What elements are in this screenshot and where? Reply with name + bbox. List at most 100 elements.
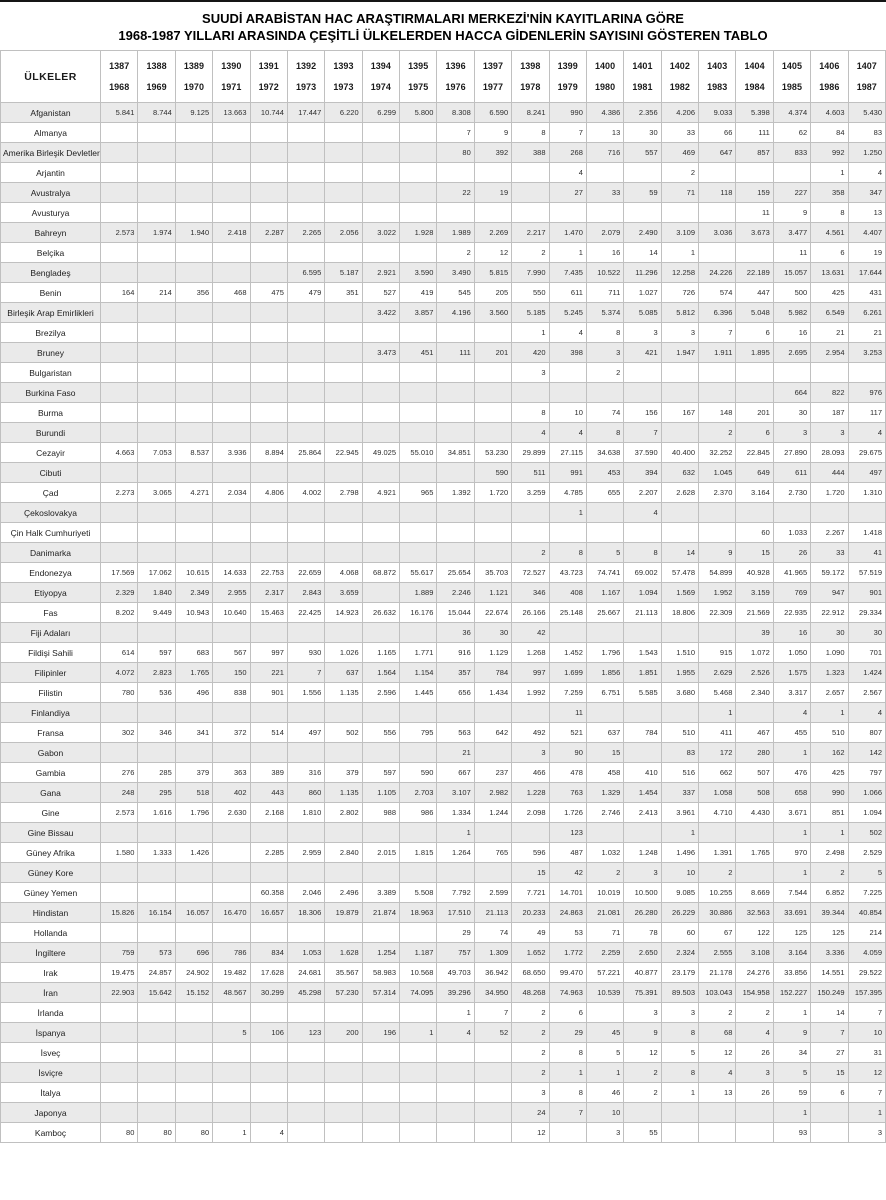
value-cell (99, 1022, 139, 1043)
value-cell: 29.334 (847, 602, 886, 623)
value-cell (398, 862, 438, 883)
value-cell: 1.418 (847, 522, 886, 543)
value-cell (249, 182, 288, 203)
value-cell (137, 122, 176, 143)
value-cell: 68 (697, 1022, 737, 1043)
value-cell (697, 522, 737, 543)
value-cell: 2.490 (623, 222, 662, 243)
value-cell (99, 1102, 139, 1123)
value-cell (249, 302, 288, 323)
value-cell (324, 342, 363, 363)
value-cell: 3.477 (772, 222, 812, 243)
value-cell: 3.259 (511, 482, 550, 503)
table-row: Bulgaristan 3 2 (0, 362, 886, 383)
value-cell (137, 1082, 176, 1103)
value-cell: 5.398 (735, 102, 774, 123)
value-cell: 1.556 (286, 682, 326, 703)
value-cell: 12 (473, 242, 513, 263)
value-cell (99, 402, 139, 423)
value-cell (473, 742, 513, 763)
country-cell: Bahreyn (0, 222, 101, 243)
value-cell: 39.344 (810, 902, 849, 923)
value-cell: 34.950 (473, 982, 513, 1003)
value-cell: 316 (286, 762, 326, 783)
value-cell: 2.630 (212, 802, 251, 823)
value-cell: 33.856 (772, 962, 812, 983)
value-cell: 3.857 (398, 302, 438, 323)
value-cell: 1 (585, 1062, 625, 1083)
value-cell: 12 (623, 1042, 662, 1063)
value-cell: 34.638 (585, 442, 625, 463)
value-cell: 1.154 (398, 662, 438, 683)
country-cell: Almanya (0, 122, 101, 143)
value-cell (324, 1042, 363, 1063)
country-cell: Brezilya (0, 322, 101, 343)
table-row: İtalya 3 8 46 2 1 13 26 59 6 7 (0, 1082, 886, 1103)
value-cell: 780 (99, 682, 139, 703)
value-cell: 30 (772, 402, 812, 423)
value-cell: 5.815 (473, 262, 513, 283)
value-cell (324, 1082, 363, 1103)
value-cell: 237 (473, 762, 513, 783)
value-cell: 8.669 (735, 882, 774, 903)
value-cell: 18.306 (286, 902, 326, 923)
value-cell: 8.894 (249, 442, 288, 463)
value-cell: 392 (473, 142, 513, 163)
value-cell (212, 842, 251, 863)
value-cell (99, 182, 139, 203)
value-cell: 22.309 (697, 602, 737, 623)
value-cell: 916 (436, 642, 475, 663)
country-cell: Birleşik Arap Emirlikleri (0, 302, 101, 323)
value-cell (99, 1042, 139, 1063)
value-cell: 411 (697, 722, 737, 743)
value-cell: 15.642 (137, 982, 176, 1003)
value-cell (473, 402, 513, 423)
table-row: Çin Halk Cumhuriyeti 60 1.033 2.267 1.418 (0, 522, 886, 543)
value-cell: 221 (249, 662, 288, 683)
value-cell (324, 822, 363, 843)
value-cell (99, 202, 139, 223)
value-cell: 1.470 (548, 222, 587, 243)
value-cell: 769 (772, 582, 812, 603)
value-cell: 46 (585, 1082, 625, 1103)
value-cell: 19 (473, 182, 513, 203)
value-cell (324, 862, 363, 883)
value-cell: 6.220 (324, 102, 363, 123)
table-row: Arjantin 4 2 1 4 (0, 162, 886, 183)
value-cell: 1.027 (623, 282, 662, 303)
value-cell: 455 (772, 722, 812, 743)
value-cell (548, 622, 587, 643)
value-cell: 148 (697, 402, 737, 423)
value-cell: 1.771 (398, 642, 438, 663)
value-cell: 7.544 (772, 882, 812, 903)
value-cell (174, 1102, 214, 1123)
value-cell: 2.955 (212, 582, 251, 603)
value-cell: 2.498 (810, 842, 849, 863)
value-cell: 1.652 (511, 942, 550, 963)
value-cell: 500 (772, 282, 812, 303)
value-cell: 15.044 (436, 602, 475, 623)
value-cell: 637 (324, 662, 363, 683)
value-cell (398, 462, 438, 483)
value-cell: 59 (772, 1082, 812, 1103)
value-cell: 29.675 (847, 442, 886, 463)
value-cell (249, 702, 288, 723)
table-row: Burundi 4 4 8 7 2 6 3 3 4 (0, 422, 886, 443)
value-cell: 2.267 (810, 522, 849, 543)
value-cell (361, 1002, 401, 1023)
value-cell (137, 1002, 176, 1023)
value-cell (137, 242, 176, 263)
value-cell (436, 1122, 475, 1143)
value-cell (249, 1042, 288, 1063)
country-cell: Avusturya (0, 202, 101, 223)
value-cell: 4.806 (249, 482, 288, 503)
value-cell: 12 (697, 1042, 737, 1063)
value-cell: 15 (810, 1062, 849, 1083)
value-cell: 363 (212, 762, 251, 783)
value-cell (212, 922, 251, 943)
value-cell (735, 382, 774, 403)
value-cell: 860 (286, 782, 326, 803)
value-cell (324, 922, 363, 943)
table-row: Cezayir 4.663 7.053 8.537 3.936 8.894 25.864 22… (0, 442, 886, 463)
year-header-cell: 1405 1985 (772, 50, 812, 103)
